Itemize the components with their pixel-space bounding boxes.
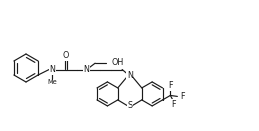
Text: N: N bbox=[127, 71, 133, 80]
Text: N: N bbox=[49, 65, 55, 74]
Text: F: F bbox=[171, 100, 176, 108]
Text: O: O bbox=[63, 51, 69, 60]
Text: F: F bbox=[180, 92, 185, 101]
Text: N: N bbox=[83, 65, 89, 74]
Text: F: F bbox=[168, 81, 172, 90]
Text: Me: Me bbox=[47, 80, 57, 86]
Text: OH: OH bbox=[111, 58, 123, 67]
Text: S: S bbox=[127, 101, 132, 110]
